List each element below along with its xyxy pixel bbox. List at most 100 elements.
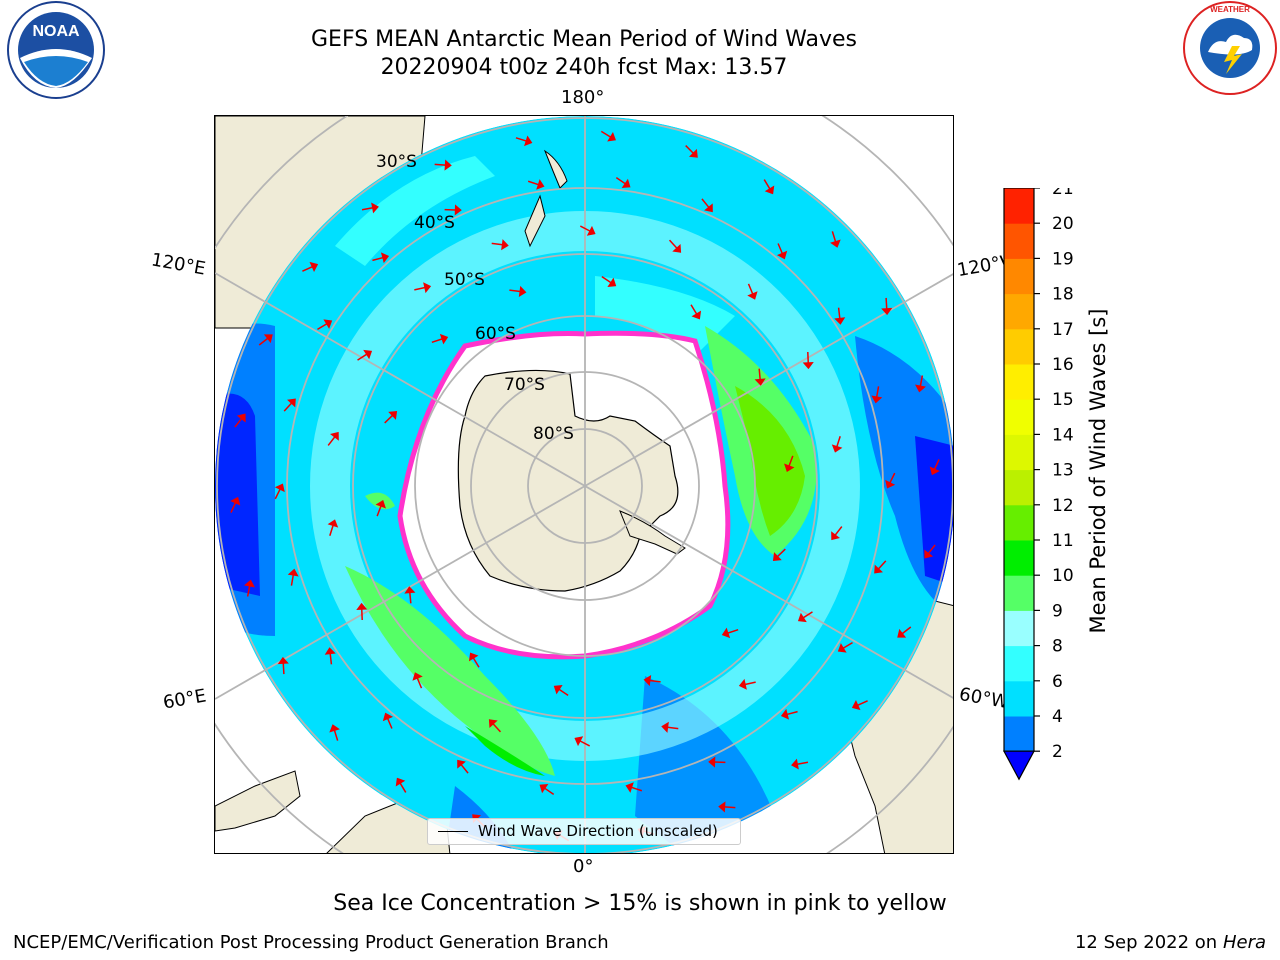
lon-label-180: 180°	[561, 87, 605, 108]
wind-wave-arrow	[434, 163, 446, 166]
wind-wave-arrowhead	[885, 479, 896, 489]
lon-label-0: 0°	[573, 856, 594, 877]
polar-map	[215, 116, 953, 853]
wind-wave-arrowhead	[764, 185, 775, 195]
wind-wave-arrow	[234, 417, 243, 428]
colorbar-segment	[1004, 469, 1034, 506]
colorbar-tick-label: 20	[1052, 214, 1074, 234]
wind-wave-arrowhead	[468, 652, 479, 662]
lat-label-80s: 80°S	[533, 424, 574, 444]
wind-wave-arrowhead	[404, 586, 416, 594]
wind-wave-arrow	[515, 137, 527, 142]
wind-wave-arrow	[509, 289, 521, 293]
nws-logo: WEATHER	[1180, 0, 1280, 104]
colorbar-tick-label: 21	[1052, 188, 1074, 199]
wind-wave-arrowhead	[621, 178, 631, 188]
wind-wave-arrowhead	[457, 759, 466, 769]
wind-wave-arrow	[649, 679, 661, 683]
wind-wave-arrow	[875, 386, 880, 398]
wind-wave-arrow	[399, 782, 407, 793]
antarctic-peninsula-land	[619, 510, 686, 555]
wind-wave-arrow	[416, 677, 423, 689]
wind-wave-arrow	[333, 729, 339, 741]
wind-wave-arrowhead	[439, 333, 449, 345]
colorbar-segment	[1004, 399, 1034, 435]
wind-wave-arrow	[786, 710, 798, 716]
wind-wave-arrowhead	[380, 252, 390, 264]
wind-wave-arrow	[831, 231, 837, 243]
colorbar-tick-label: 10	[1052, 566, 1074, 586]
wind-wave-arrowhead	[721, 627, 731, 639]
wind-wave-arrowhead	[330, 431, 339, 441]
colorbar-segment	[1004, 716, 1034, 752]
colorbar-tick-label: 15	[1052, 390, 1074, 410]
wind-wave-arrow	[927, 544, 936, 555]
colorbar-tick-label: 13	[1052, 461, 1074, 481]
svg-text:NOAA: NOAA	[32, 23, 80, 40]
colorbar-segment	[1004, 223, 1034, 259]
wind-wave-arrow	[600, 130, 612, 138]
colorbar-tick-label: 8	[1052, 637, 1063, 657]
wind-wave-arrow	[376, 505, 382, 517]
wind-wave-arrowhead	[897, 628, 907, 638]
wind-wave-arrow	[802, 611, 813, 619]
sea-ice-note: Sea Ice Concentration > 15% is shown in …	[333, 891, 947, 916]
wind-wave-arrowhead	[834, 317, 846, 325]
wind-wave-arrowhead	[274, 483, 285, 493]
wind-wave-arrowhead	[830, 239, 841, 248]
wind-wave-arrowhead	[607, 131, 616, 142]
colorbar-segment	[1004, 540, 1034, 576]
wind-wave-arrowhead	[688, 148, 698, 158]
wind-wave-arrow	[290, 574, 295, 586]
wind-wave-arrow	[889, 472, 896, 484]
wind-wave-arrow	[901, 626, 912, 635]
wind-wave-arrow	[885, 297, 888, 309]
colorbar-segment	[1004, 258, 1034, 295]
wind-wave-arrow	[747, 283, 754, 295]
wind-wave-arrowhead	[363, 349, 373, 360]
antarctica-land	[457, 369, 679, 592]
wind-wave-arrow	[282, 663, 285, 675]
wind-wave-arrowhead	[924, 549, 934, 559]
wind-wave-arrow	[837, 307, 841, 319]
wind-wave-arrow	[834, 526, 843, 536]
colorbar-segment	[1004, 434, 1034, 471]
colorbar-segment	[1004, 680, 1034, 717]
wind-wave-arrowhead	[586, 225, 596, 236]
colorbar-tick-label: 12	[1052, 496, 1074, 516]
wind-wave-arrow	[460, 764, 469, 774]
wind-wave-arrowhead	[388, 411, 398, 420]
wind-wave-arrow	[384, 414, 394, 424]
wind-wave-arrow	[788, 455, 794, 467]
chart-subtitle: 20220904 t00z 240h fcst Max: 13.57	[380, 55, 788, 80]
colorbar-segment	[1004, 293, 1034, 330]
wind-wave-arrow	[615, 176, 626, 185]
colorbar-svg: 2 4 6 8 9 10 11 12 13 14 15 16 17 18 19 20 21	[1002, 179, 1074, 781]
wind-wave-arrowhead	[371, 202, 379, 214]
wind-wave-arrowhead	[423, 282, 432, 294]
wind-wave-arrowhead	[574, 736, 584, 747]
wind-wave-arrowhead	[607, 277, 617, 287]
wind-wave-arrow	[246, 585, 251, 597]
colorbar-segment	[1004, 504, 1034, 541]
colorbar-tick-label: 6	[1052, 672, 1063, 692]
wind-wave-arrow	[744, 681, 756, 686]
wind-wave-arrowhead	[672, 243, 682, 253]
wind-wave-arrowhead	[837, 643, 847, 653]
wind-wave-arrow	[409, 592, 412, 604]
colorbar-tick-label: 11	[1052, 531, 1074, 551]
wind-wave-arrow	[431, 338, 443, 344]
wind-wave-arrowhead	[356, 602, 368, 611]
wind-wave-arrow	[329, 653, 333, 665]
new-zealand-land	[524, 149, 568, 248]
wind-wave-arrow	[361, 207, 373, 211]
wind-wave-arrow	[527, 180, 539, 186]
wind-wave-arrowhead	[754, 378, 766, 386]
wind-wave-arrowhead	[708, 756, 716, 768]
wind-wave-arrowhead	[539, 784, 549, 794]
wind-wave-arrow	[777, 243, 784, 254]
colorbar-tick-label: 9	[1052, 601, 1063, 621]
wind-wave-arrow	[274, 488, 281, 500]
wind-wave-arrowhead	[536, 179, 545, 190]
wind-wave-arrowhead	[488, 719, 498, 729]
